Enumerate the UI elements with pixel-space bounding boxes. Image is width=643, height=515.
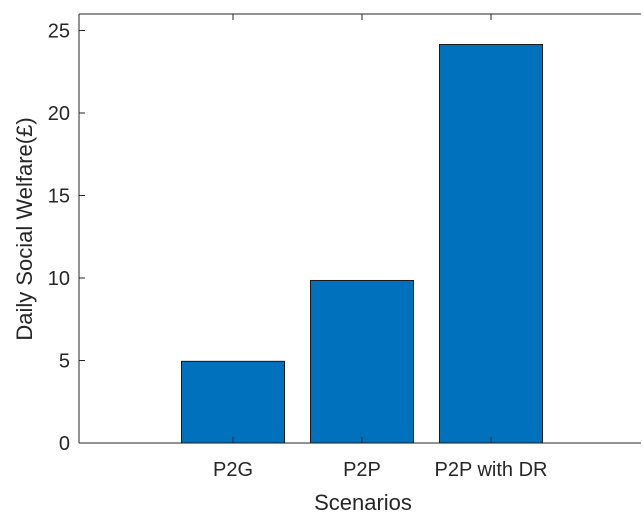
y-tick-label: 15	[48, 186, 70, 208]
x-axis-label: Scenarios	[314, 490, 412, 515]
y-tick-label: 25	[48, 21, 70, 43]
bar-p2p	[310, 279, 414, 444]
x-tick-label: P2P with DR	[434, 459, 547, 481]
bar-p2g	[181, 360, 285, 444]
y-tick-label: 5	[59, 351, 70, 373]
x-ticks: P2G P2P P2P with DR	[213, 14, 548, 481]
y-tick-label: 20	[48, 103, 70, 125]
bars	[181, 44, 543, 444]
y-ticks: 0 5 10 15 20 25	[48, 21, 85, 455]
x-tick-label: P2G	[213, 459, 253, 481]
bar-p2p-with-dr	[439, 44, 543, 444]
x-tick-label: P2P	[343, 459, 381, 481]
y-axis-label: Daily Social Welfare(£)	[12, 117, 37, 340]
y-tick-label: 10	[48, 268, 70, 290]
y-tick-label: 0	[59, 433, 70, 455]
